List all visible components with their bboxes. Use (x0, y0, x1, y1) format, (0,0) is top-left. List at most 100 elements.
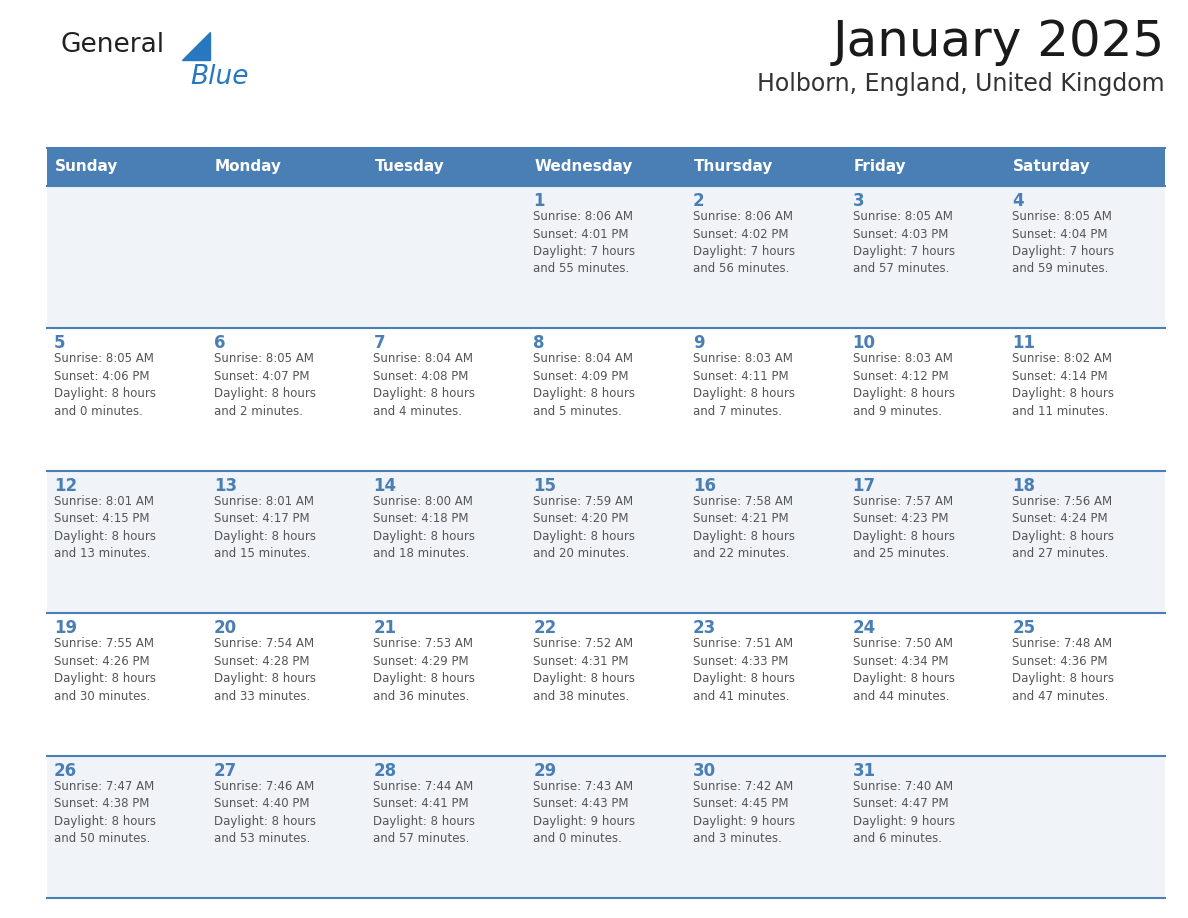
Text: 23: 23 (693, 620, 716, 637)
Text: 6: 6 (214, 334, 226, 353)
Text: 10: 10 (853, 334, 876, 353)
Text: 27: 27 (214, 762, 236, 779)
Text: Sunrise: 8:05 AM
Sunset: 4:07 PM
Daylight: 8 hours
and 2 minutes.: Sunrise: 8:05 AM Sunset: 4:07 PM Dayligh… (214, 353, 316, 418)
Text: Blue: Blue (190, 64, 248, 90)
Text: Sunrise: 7:51 AM
Sunset: 4:33 PM
Daylight: 8 hours
and 41 minutes.: Sunrise: 7:51 AM Sunset: 4:33 PM Dayligh… (693, 637, 795, 702)
Text: Sunrise: 7:53 AM
Sunset: 4:29 PM
Daylight: 8 hours
and 36 minutes.: Sunrise: 7:53 AM Sunset: 4:29 PM Dayligh… (373, 637, 475, 702)
Text: 4: 4 (1012, 192, 1024, 210)
Bar (366, 756, 526, 898)
Text: 9: 9 (693, 334, 704, 353)
Bar (366, 613, 526, 756)
Text: Friday: Friday (853, 160, 906, 174)
Text: 24: 24 (853, 620, 876, 637)
Bar (1005, 613, 1165, 756)
Bar (207, 613, 366, 756)
Text: Sunrise: 7:48 AM
Sunset: 4:36 PM
Daylight: 8 hours
and 47 minutes.: Sunrise: 7:48 AM Sunset: 4:36 PM Dayligh… (1012, 637, 1114, 702)
Text: Wednesday: Wednesday (535, 160, 632, 174)
Text: 7: 7 (373, 334, 385, 353)
Text: 21: 21 (373, 620, 397, 637)
Bar (846, 148, 1005, 186)
Text: Sunrise: 7:46 AM
Sunset: 4:40 PM
Daylight: 8 hours
and 53 minutes.: Sunrise: 7:46 AM Sunset: 4:40 PM Dayligh… (214, 779, 316, 845)
Bar (1005, 756, 1165, 898)
Bar (48, 613, 207, 756)
Text: Sunrise: 8:03 AM
Sunset: 4:12 PM
Daylight: 8 hours
and 9 minutes.: Sunrise: 8:03 AM Sunset: 4:12 PM Dayligh… (853, 353, 955, 418)
Text: Sunrise: 8:04 AM
Sunset: 4:09 PM
Daylight: 8 hours
and 5 minutes.: Sunrise: 8:04 AM Sunset: 4:09 PM Dayligh… (533, 353, 636, 418)
Text: Monday: Monday (215, 160, 282, 174)
Bar (207, 186, 366, 329)
Bar (685, 756, 846, 898)
Text: 25: 25 (1012, 620, 1036, 637)
Bar (846, 471, 1005, 613)
Text: Sunrise: 7:54 AM
Sunset: 4:28 PM
Daylight: 8 hours
and 33 minutes.: Sunrise: 7:54 AM Sunset: 4:28 PM Dayligh… (214, 637, 316, 702)
Bar (846, 329, 1005, 471)
Bar (526, 471, 685, 613)
Text: January 2025: January 2025 (833, 18, 1165, 66)
Text: Sunrise: 8:01 AM
Sunset: 4:17 PM
Daylight: 8 hours
and 15 minutes.: Sunrise: 8:01 AM Sunset: 4:17 PM Dayligh… (214, 495, 316, 560)
Bar (366, 148, 526, 186)
Text: 31: 31 (853, 762, 876, 779)
Bar (846, 613, 1005, 756)
Text: Sunrise: 8:05 AM
Sunset: 4:03 PM
Daylight: 7 hours
and 57 minutes.: Sunrise: 8:05 AM Sunset: 4:03 PM Dayligh… (853, 210, 955, 275)
Bar (1005, 329, 1165, 471)
Bar (207, 148, 366, 186)
Text: Sunrise: 7:44 AM
Sunset: 4:41 PM
Daylight: 8 hours
and 57 minutes.: Sunrise: 7:44 AM Sunset: 4:41 PM Dayligh… (373, 779, 475, 845)
Text: Sunrise: 7:42 AM
Sunset: 4:45 PM
Daylight: 9 hours
and 3 minutes.: Sunrise: 7:42 AM Sunset: 4:45 PM Dayligh… (693, 779, 795, 845)
Bar (48, 329, 207, 471)
Text: 3: 3 (853, 192, 864, 210)
Text: 8: 8 (533, 334, 544, 353)
Bar (526, 329, 685, 471)
Bar (207, 756, 366, 898)
Bar (685, 186, 846, 329)
Text: Sunrise: 7:55 AM
Sunset: 4:26 PM
Daylight: 8 hours
and 30 minutes.: Sunrise: 7:55 AM Sunset: 4:26 PM Dayligh… (53, 637, 156, 702)
Bar (526, 186, 685, 329)
Bar (1005, 186, 1165, 329)
Text: Sunrise: 8:02 AM
Sunset: 4:14 PM
Daylight: 8 hours
and 11 minutes.: Sunrise: 8:02 AM Sunset: 4:14 PM Dayligh… (1012, 353, 1114, 418)
Bar (685, 613, 846, 756)
Text: 26: 26 (53, 762, 77, 779)
Bar (366, 186, 526, 329)
Text: Sunrise: 7:56 AM
Sunset: 4:24 PM
Daylight: 8 hours
and 27 minutes.: Sunrise: 7:56 AM Sunset: 4:24 PM Dayligh… (1012, 495, 1114, 560)
Text: Sunrise: 8:01 AM
Sunset: 4:15 PM
Daylight: 8 hours
and 13 minutes.: Sunrise: 8:01 AM Sunset: 4:15 PM Dayligh… (53, 495, 156, 560)
Text: General: General (61, 32, 164, 58)
Bar (48, 756, 207, 898)
Text: 16: 16 (693, 476, 716, 495)
Bar (526, 756, 685, 898)
Text: Sunrise: 7:58 AM
Sunset: 4:21 PM
Daylight: 8 hours
and 22 minutes.: Sunrise: 7:58 AM Sunset: 4:21 PM Dayligh… (693, 495, 795, 560)
Text: 22: 22 (533, 620, 556, 637)
Text: Sunrise: 8:04 AM
Sunset: 4:08 PM
Daylight: 8 hours
and 4 minutes.: Sunrise: 8:04 AM Sunset: 4:08 PM Dayligh… (373, 353, 475, 418)
Bar (846, 756, 1005, 898)
Text: Sunrise: 8:06 AM
Sunset: 4:02 PM
Daylight: 7 hours
and 56 minutes.: Sunrise: 8:06 AM Sunset: 4:02 PM Dayligh… (693, 210, 795, 275)
Bar (685, 329, 846, 471)
Text: 28: 28 (373, 762, 397, 779)
Text: 17: 17 (853, 476, 876, 495)
Bar (526, 613, 685, 756)
Text: 14: 14 (373, 476, 397, 495)
Text: Sunrise: 7:50 AM
Sunset: 4:34 PM
Daylight: 8 hours
and 44 minutes.: Sunrise: 7:50 AM Sunset: 4:34 PM Dayligh… (853, 637, 955, 702)
Text: 19: 19 (53, 620, 77, 637)
Text: 1: 1 (533, 192, 544, 210)
Text: 20: 20 (214, 620, 236, 637)
Bar (526, 148, 685, 186)
Text: Sunrise: 7:59 AM
Sunset: 4:20 PM
Daylight: 8 hours
and 20 minutes.: Sunrise: 7:59 AM Sunset: 4:20 PM Dayligh… (533, 495, 636, 560)
Polygon shape (182, 32, 210, 60)
Bar (207, 471, 366, 613)
Text: Sunrise: 7:40 AM
Sunset: 4:47 PM
Daylight: 9 hours
and 6 minutes.: Sunrise: 7:40 AM Sunset: 4:47 PM Dayligh… (853, 779, 955, 845)
Text: Sunrise: 8:05 AM
Sunset: 4:04 PM
Daylight: 7 hours
and 59 minutes.: Sunrise: 8:05 AM Sunset: 4:04 PM Dayligh… (1012, 210, 1114, 275)
Bar (685, 148, 846, 186)
Text: 18: 18 (1012, 476, 1035, 495)
Text: Sunrise: 8:06 AM
Sunset: 4:01 PM
Daylight: 7 hours
and 55 minutes.: Sunrise: 8:06 AM Sunset: 4:01 PM Dayligh… (533, 210, 636, 275)
Text: Sunrise: 7:47 AM
Sunset: 4:38 PM
Daylight: 8 hours
and 50 minutes.: Sunrise: 7:47 AM Sunset: 4:38 PM Dayligh… (53, 779, 156, 845)
Text: Sunrise: 8:05 AM
Sunset: 4:06 PM
Daylight: 8 hours
and 0 minutes.: Sunrise: 8:05 AM Sunset: 4:06 PM Dayligh… (53, 353, 156, 418)
Bar (48, 148, 207, 186)
Text: 15: 15 (533, 476, 556, 495)
Bar (366, 471, 526, 613)
Bar (207, 329, 366, 471)
Text: Sunrise: 8:03 AM
Sunset: 4:11 PM
Daylight: 8 hours
and 7 minutes.: Sunrise: 8:03 AM Sunset: 4:11 PM Dayligh… (693, 353, 795, 418)
Text: Sunrise: 7:57 AM
Sunset: 4:23 PM
Daylight: 8 hours
and 25 minutes.: Sunrise: 7:57 AM Sunset: 4:23 PM Dayligh… (853, 495, 955, 560)
Text: Holborn, England, United Kingdom: Holborn, England, United Kingdom (758, 72, 1165, 96)
Bar (48, 186, 207, 329)
Text: 29: 29 (533, 762, 556, 779)
Text: 2: 2 (693, 192, 704, 210)
Bar (1005, 471, 1165, 613)
Text: Sunday: Sunday (55, 160, 119, 174)
